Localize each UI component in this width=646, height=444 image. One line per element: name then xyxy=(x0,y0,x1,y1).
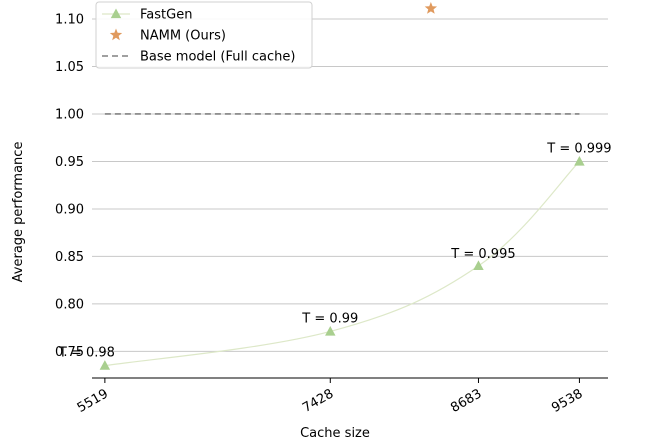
legend-label: Base model (Full cache) xyxy=(140,50,295,65)
fastgen-point xyxy=(473,260,484,271)
point-annotation: T = 0.99 xyxy=(301,311,358,326)
legend: FastGen NAMM (Ours) Base model (Full cache… xyxy=(95,1,313,69)
x-axis-ticks: 5519 7428 8683 9538 xyxy=(75,378,585,416)
y-axis-label: Average performance xyxy=(11,142,26,283)
y-tick-label: 0.85 xyxy=(55,250,84,265)
y-tick-label: 0.75 xyxy=(55,345,84,360)
series-namm-ours xyxy=(424,2,438,14)
y-tick-label: 1.10 xyxy=(55,12,84,27)
legend-swatch-triangle xyxy=(110,8,122,19)
legend-box xyxy=(95,1,313,69)
x-tick-label: 5519 xyxy=(75,386,111,416)
x-axis-label: Cache size xyxy=(300,426,370,441)
x-tick-label: 9538 xyxy=(549,386,585,416)
fastgen-point xyxy=(99,360,111,370)
legend-label: FastGen xyxy=(140,8,192,23)
x-tick-label: 7428 xyxy=(300,386,336,416)
fastgen-line xyxy=(104,161,580,367)
y-tick-label: 1.05 xyxy=(55,60,84,75)
point-annotation: T = 0.98 xyxy=(58,346,115,361)
y-axis-ticks: 0.75 0.80 0.85 0.90 0.95 1.00 1.05 1.10 xyxy=(55,12,84,359)
y-tick-label: 1.00 xyxy=(55,107,84,122)
x-tick-label: 8683 xyxy=(448,386,484,416)
legend-swatch-star xyxy=(109,28,123,41)
y-tick-label: 0.90 xyxy=(55,202,84,217)
series-fastgen: T = 0.98 T = 0.99 T = 0.995 T = 0.999 xyxy=(58,141,612,370)
fastgen-point xyxy=(325,325,336,336)
point-annotation: T = 0.999 xyxy=(546,141,611,156)
y-tick-label: 0.80 xyxy=(55,297,84,312)
grid-lines xyxy=(92,18,608,352)
fastgen-point xyxy=(574,155,585,166)
series-layer: T = 0.98 T = 0.99 T = 0.995 T = 0.999 xyxy=(58,2,612,370)
y-tick-label: 0.95 xyxy=(55,155,84,170)
namm-point xyxy=(424,2,438,14)
point-annotation: T = 0.995 xyxy=(450,247,515,262)
legend-label: NAMM (Ours) xyxy=(140,29,226,44)
